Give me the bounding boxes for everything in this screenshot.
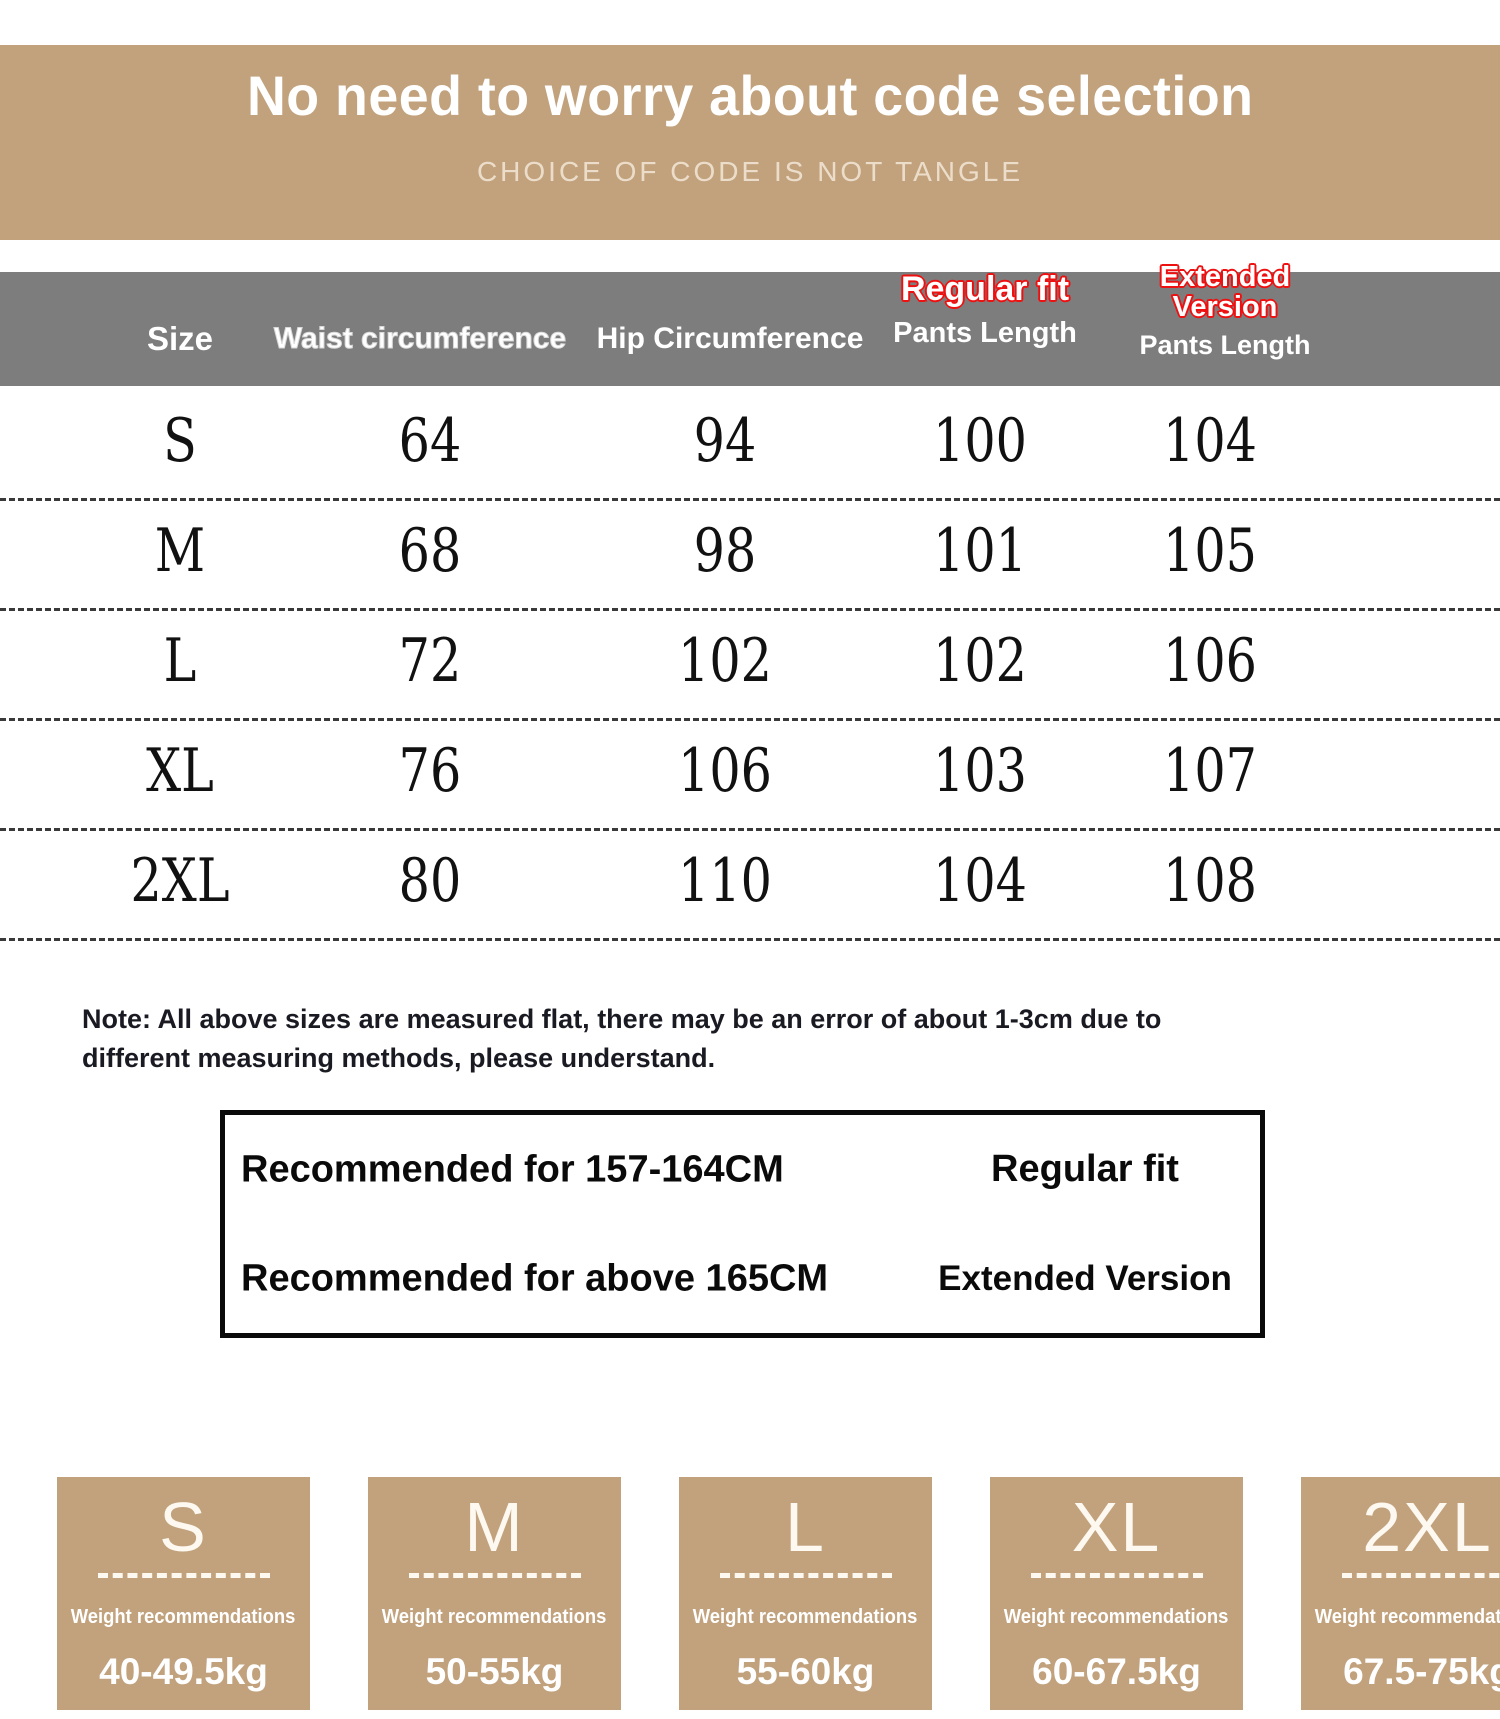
size-card-letter: 2XL — [1362, 1488, 1493, 1566]
size-card[interactable]: M Weight recommendations 50-55kg — [368, 1477, 621, 1710]
cell-hip: 102 — [678, 626, 772, 696]
size-card-label: Weight recommendations — [1315, 1605, 1500, 1628]
size-card[interactable]: 2XL Weight recommendations 67.5-75kg — [1301, 1477, 1500, 1710]
size-card-divider — [1341, 1572, 1500, 1578]
cell-size: M — [154, 516, 206, 586]
table-row: S 64 94 100 104 — [0, 386, 1500, 496]
row-separator — [0, 498, 1500, 501]
cell-regular-length: 103 — [933, 736, 1027, 806]
promo-banner: No need to worry about code selection CH… — [0, 45, 1500, 240]
cell-size: XL — [146, 736, 214, 806]
row-separator — [0, 718, 1500, 721]
size-card-letter: M — [464, 1488, 525, 1566]
size-card-label: Weight recommendations — [693, 1605, 918, 1628]
size-card-divider — [97, 1572, 270, 1578]
column-header-extended: Extended Version Pants Length — [1130, 260, 1320, 361]
cell-extended-length: 108 — [1163, 846, 1257, 916]
table-row: L 72 102 102 106 — [0, 606, 1500, 716]
size-card-letter: L — [785, 1488, 826, 1566]
column-header-hip: Hip Circumference — [596, 322, 864, 355]
cell-waist: 80 — [398, 846, 462, 916]
row-separator — [0, 938, 1500, 941]
size-card-letter: S — [159, 1488, 208, 1566]
size-card-weight: 50-55kg — [425, 1650, 564, 1692]
cell-hip: 94 — [693, 406, 757, 476]
row-separator — [0, 608, 1500, 611]
recommendation-row: Recommended for above 165CM Extended Vers… — [225, 1224, 1260, 1333]
size-card-divider — [408, 1572, 581, 1578]
size-card-label: Weight recommendations — [71, 1605, 296, 1628]
column-header-waist: Waist circumference — [273, 322, 567, 356]
regular-fit-badge: Regular fit — [899, 270, 1070, 308]
table-header-row: Size Waist circumference Hip Circumferen… — [0, 272, 1500, 386]
cell-regular-length: 104 — [933, 846, 1027, 916]
banner-subtitle: CHOICE OF CODE IS NOT TANGLE — [476, 155, 1024, 187]
cell-waist: 64 — [398, 406, 462, 476]
recommendation-fit-text: Regular fit — [991, 1147, 1179, 1190]
cell-hip: 98 — [693, 516, 757, 586]
extended-version-sublabel: Pants Length — [1139, 329, 1311, 360]
size-card-divider — [1030, 1572, 1203, 1578]
cell-waist: 76 — [398, 736, 462, 806]
table-row: XL 76 106 103 107 — [0, 716, 1500, 826]
recommendation-row: Recommended for 157-164CM Regular fit — [225, 1115, 1260, 1224]
cell-extended-length: 105 — [1163, 516, 1257, 586]
size-table: Size Waist circumference Hip Circumferen… — [0, 272, 1500, 386]
cell-regular-length: 101 — [933, 516, 1027, 586]
cell-size: L — [163, 626, 197, 696]
size-card-weight: 67.5-75kg — [1343, 1650, 1500, 1692]
cell-size: 2XL — [130, 846, 230, 916]
cell-waist: 68 — [398, 516, 462, 586]
size-card-weight: 40-49.5kg — [99, 1650, 268, 1692]
size-card-weight: 60-67.5kg — [1032, 1650, 1201, 1692]
cell-extended-length: 106 — [1163, 626, 1257, 696]
height-recommendation-box: Recommended for 157-164CM Regular fit Reco… — [220, 1110, 1265, 1338]
recommendation-height-text: Recommended for 157-164CM — [241, 1148, 784, 1190]
cell-waist: 72 — [398, 626, 462, 696]
size-card[interactable]: L Weight recommendations 55-60kg — [679, 1477, 932, 1710]
size-card-letter: XL — [1071, 1488, 1162, 1566]
cell-regular-length: 100 — [933, 406, 1027, 476]
size-card-label: Weight recommendations — [382, 1605, 607, 1628]
recommendation-fit-text: Extended Version — [938, 1258, 1232, 1298]
cell-extended-length: 104 — [1163, 406, 1257, 476]
table-row: M 68 98 101 105 — [0, 496, 1500, 606]
size-card-list: S Weight recommendations 40-49.5kg M Weight … — [0, 1477, 1500, 1710]
regular-fit-sublabel: Pants Length — [893, 317, 1077, 349]
cell-hip: 106 — [678, 736, 772, 806]
size-card-label: Weight recommendations — [1004, 1605, 1229, 1628]
measurement-note: Note: All above sizes are measured flat,… — [82, 1004, 1162, 1074]
column-header-size: Size — [146, 320, 214, 357]
size-card-divider — [719, 1572, 892, 1578]
size-card[interactable]: XL Weight recommendations 60-67.5kg — [990, 1477, 1243, 1710]
table-body: S 64 94 100 104 M 68 98 101 105 L 72 102 102 106 XL 76 10… — [0, 386, 1500, 944]
size-card-weight: 55-60kg — [736, 1650, 875, 1692]
column-header-regular: Regular fit Pants Length — [880, 270, 1090, 350]
extended-version-badge: Extended Version — [1158, 260, 1292, 324]
row-separator — [0, 828, 1500, 831]
cell-regular-length: 102 — [933, 626, 1027, 696]
cell-extended-length: 107 — [1163, 736, 1257, 806]
banner-title: No need to worry about code selection — [246, 64, 1254, 127]
cell-size: S — [163, 406, 197, 476]
cell-hip: 110 — [678, 846, 772, 916]
size-card[interactable]: S Weight recommendations 40-49.5kg — [57, 1477, 310, 1710]
table-row: 2XL 80 110 104 108 — [0, 826, 1500, 936]
recommendation-height-text: Recommended for above 165CM — [241, 1257, 829, 1299]
